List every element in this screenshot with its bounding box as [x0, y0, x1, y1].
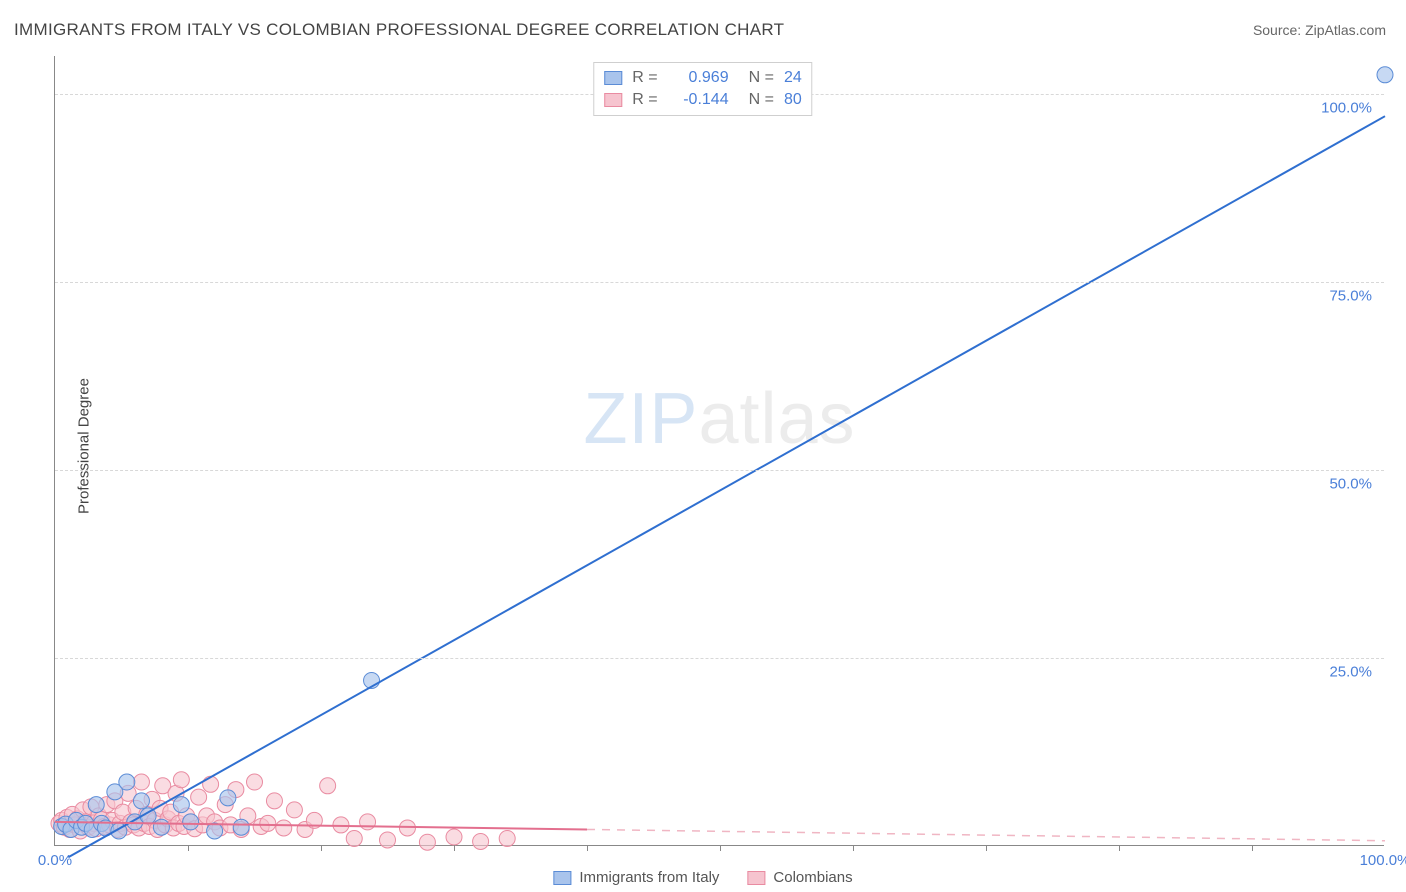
colombians-point — [419, 834, 435, 850]
chart-svg — [55, 56, 1384, 845]
italy-swatch — [604, 71, 622, 85]
italy-point — [173, 797, 189, 813]
plot-area: ZIPatlas 25.0%50.0%75.0%100.0%0.0%100.0% — [54, 56, 1384, 846]
x-tick-mark — [188, 845, 189, 851]
chart-title: IMMIGRANTS FROM ITALY VS COLOMBIAN PROFE… — [14, 20, 784, 40]
n-value: 24 — [784, 69, 802, 87]
r-value: -0.144 — [664, 91, 729, 109]
colombians-swatch — [604, 93, 622, 107]
legend-item-colombians: Colombians — [747, 869, 852, 886]
series-legend: Immigrants from Italy Colombians — [553, 869, 852, 886]
colombians-point — [320, 778, 336, 794]
n-label: N = — [749, 69, 774, 87]
gridline — [55, 470, 1384, 471]
colombians-point — [276, 820, 292, 836]
x-tick-mark — [1119, 845, 1120, 851]
x-tick-label: 100.0% — [1360, 852, 1406, 869]
x-tick-mark — [986, 845, 987, 851]
colombians-point — [191, 789, 207, 805]
r-value: 0.969 — [664, 69, 729, 87]
colombians-point — [286, 802, 302, 818]
colombians-point — [346, 830, 362, 846]
x-tick-mark — [321, 845, 322, 851]
colombians-point — [380, 832, 396, 848]
y-tick-label: 100.0% — [1321, 99, 1372, 116]
n-value: 80 — [784, 91, 802, 109]
colombians-point — [499, 830, 515, 846]
x-tick-mark — [720, 845, 721, 851]
italy-point — [1377, 67, 1393, 83]
correlation-legend: R = 0.969 N = 24 R = -0.144 N = 80 — [593, 62, 812, 116]
colombians-swatch — [747, 871, 765, 885]
source-attribution: Source: ZipAtlas.com — [1253, 22, 1386, 38]
italy-point — [119, 774, 135, 790]
italy-fit-line — [68, 116, 1385, 857]
legend-row-colombians: R = -0.144 N = 80 — [604, 89, 801, 111]
italy-point — [88, 797, 104, 813]
x-tick-mark — [454, 845, 455, 851]
colombians-point — [173, 772, 189, 788]
y-tick-label: 75.0% — [1329, 287, 1372, 304]
legend-label: Immigrants from Italy — [579, 869, 719, 886]
legend-label: Colombians — [773, 869, 852, 886]
r-label: R = — [632, 69, 657, 87]
colombians-point — [446, 829, 462, 845]
legend-item-italy: Immigrants from Italy — [553, 869, 719, 886]
colombians-point — [247, 774, 263, 790]
gridline — [55, 282, 1384, 283]
italy-point — [153, 819, 169, 835]
colombians-point — [360, 814, 376, 830]
italy-point — [233, 819, 249, 835]
n-label: N = — [749, 91, 774, 109]
italy-point — [207, 823, 223, 839]
legend-row-italy: R = 0.969 N = 24 — [604, 67, 801, 89]
y-tick-label: 50.0% — [1329, 475, 1372, 492]
x-tick-mark — [587, 845, 588, 851]
colombians-point — [133, 774, 149, 790]
x-tick-mark — [853, 845, 854, 851]
italy-point — [133, 793, 149, 809]
y-tick-label: 25.0% — [1329, 663, 1372, 680]
colombians-point — [260, 815, 276, 831]
r-label: R = — [632, 91, 657, 109]
colombians-point — [266, 793, 282, 809]
colombians-point — [473, 833, 489, 849]
x-tick-label: 0.0% — [38, 852, 72, 869]
colombians-point — [203, 776, 219, 792]
italy-point — [183, 814, 199, 830]
italy-swatch — [553, 871, 571, 885]
gridline — [55, 658, 1384, 659]
italy-point — [220, 790, 236, 806]
x-tick-mark — [1252, 845, 1253, 851]
colombians-fit-line-ext — [587, 829, 1385, 840]
